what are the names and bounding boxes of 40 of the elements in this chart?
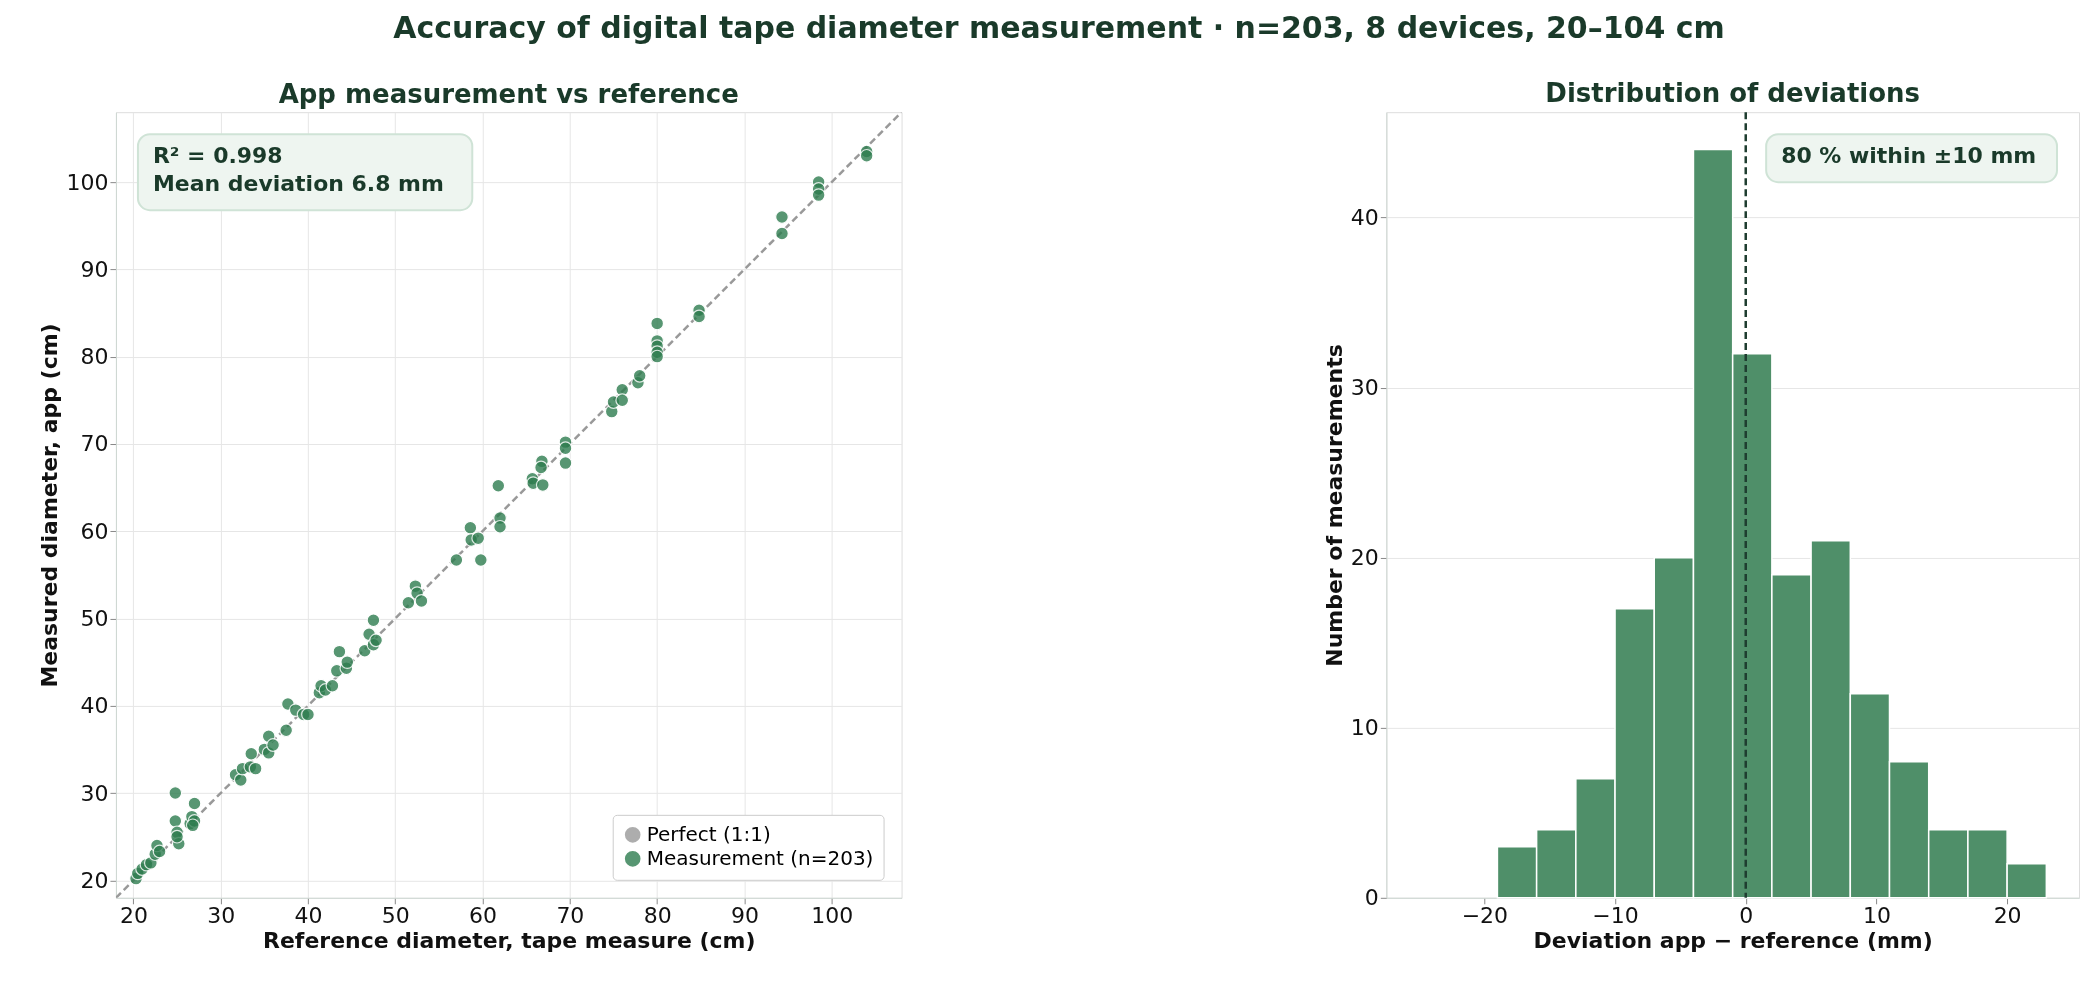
annotation: 80 % within ±10 mm	[1781, 143, 2037, 169]
y-tick-label: 10	[1350, 715, 1379, 741]
y-axis-title: Number of measurements	[1321, 344, 1347, 667]
y-tick-label: 30	[1350, 375, 1379, 401]
y-tick-label: 0	[1364, 885, 1379, 911]
annotation: R² = 0.998	[152, 143, 283, 169]
x-axis-title: Deviation app − reference (mm)	[1533, 928, 1933, 954]
y-tick-label: 70	[80, 431, 109, 457]
y-tick-label: 20	[80, 867, 109, 893]
x-tick-label: 80	[643, 903, 672, 929]
y-tick-label: 60	[80, 518, 109, 544]
x-tick-label: 50	[381, 903, 410, 929]
x-tick-label: 0	[1739, 903, 1754, 929]
text: Accuracy of digital tape diameter measurement · n=203, 8 devices, 20–104 cm	[393, 10, 1725, 46]
y-tick-label: 40	[80, 693, 109, 719]
x-tick-label: 90	[730, 903, 759, 929]
x-tick-label: −10	[1592, 903, 1639, 929]
y-tick-label: 30	[80, 780, 109, 806]
y-tick-label: 100	[66, 169, 109, 195]
annotation: Mean deviation 6.8 mm	[152, 171, 444, 197]
y-tick-label: 50	[80, 605, 109, 631]
y-tick-label: 90	[80, 256, 109, 282]
x-tick-label: 70	[556, 903, 585, 929]
y-tick-label: 20	[1350, 545, 1379, 571]
x-tick-label: 20	[119, 903, 148, 929]
chart-title: Distribution of deviations	[1545, 77, 1920, 108]
legend-label: Measurement (n=203)	[646, 845, 874, 870]
x-tick-label: 10	[1862, 903, 1891, 929]
x-tick-label: 20	[1993, 903, 2022, 929]
x-tick-label: 100	[811, 903, 854, 929]
legend-label: Perfect (1:1)	[646, 821, 771, 846]
x-tick-label: 30	[207, 903, 236, 929]
x-tick-label: 60	[469, 903, 498, 929]
x-tick-label: −20	[1461, 903, 1509, 929]
chart-subtitle: App measurement vs reference	[278, 79, 739, 110]
x-axis-title: Reference diameter, tape measure (cm)	[263, 928, 756, 954]
y-tick-label: 80	[80, 344, 109, 370]
x-tick-label: 40	[294, 903, 323, 929]
y-tick-label: 40	[1350, 205, 1379, 231]
y-axis-title: Measured diameter, app (cm)	[37, 323, 63, 688]
